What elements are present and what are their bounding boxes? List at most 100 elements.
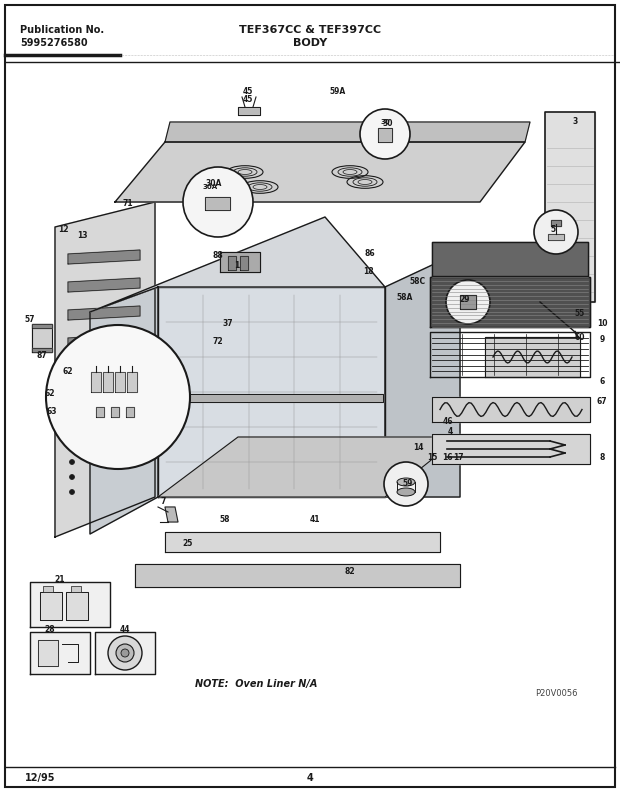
Circle shape (69, 489, 74, 494)
Polygon shape (430, 277, 590, 327)
Text: 7: 7 (161, 497, 166, 507)
Polygon shape (68, 418, 140, 432)
Polygon shape (158, 437, 460, 497)
Polygon shape (90, 217, 385, 312)
Polygon shape (162, 394, 383, 402)
Text: 17: 17 (453, 452, 463, 462)
Polygon shape (30, 632, 90, 674)
Circle shape (360, 109, 410, 159)
Polygon shape (238, 107, 260, 115)
Polygon shape (165, 507, 178, 522)
Text: 13: 13 (77, 231, 87, 241)
Polygon shape (165, 532, 440, 552)
Polygon shape (32, 348, 52, 352)
Ellipse shape (397, 488, 415, 496)
Text: BODY: BODY (293, 38, 327, 48)
Ellipse shape (397, 478, 415, 486)
Text: 18: 18 (363, 268, 373, 276)
Text: 58: 58 (219, 516, 230, 524)
Polygon shape (68, 390, 140, 404)
Polygon shape (205, 197, 230, 210)
Text: 58C: 58C (410, 277, 426, 287)
Text: 55: 55 (575, 310, 585, 318)
Text: 3: 3 (572, 117, 578, 127)
Text: 62: 62 (63, 367, 73, 376)
Polygon shape (115, 372, 125, 392)
Polygon shape (240, 256, 248, 270)
Polygon shape (115, 142, 525, 202)
Polygon shape (55, 202, 155, 537)
Circle shape (69, 474, 74, 479)
Polygon shape (66, 592, 88, 620)
Text: P20V0056: P20V0056 (534, 690, 577, 699)
Polygon shape (40, 592, 62, 620)
Text: 12: 12 (58, 224, 68, 234)
Text: NOTE:  Oven Liner N/A: NOTE: Oven Liner N/A (195, 679, 317, 689)
Polygon shape (68, 306, 140, 320)
Polygon shape (460, 295, 476, 309)
Polygon shape (96, 407, 104, 417)
Text: 8: 8 (600, 452, 604, 462)
Polygon shape (432, 434, 590, 464)
Text: 16: 16 (441, 452, 452, 462)
Text: 57: 57 (25, 315, 35, 325)
Text: 41: 41 (310, 516, 321, 524)
Polygon shape (551, 220, 561, 226)
Text: 37: 37 (223, 319, 233, 329)
Polygon shape (432, 242, 588, 276)
Text: 12/95: 12/95 (25, 773, 56, 783)
Text: 30: 30 (383, 120, 393, 128)
Polygon shape (548, 234, 564, 240)
Polygon shape (545, 112, 595, 302)
Polygon shape (91, 372, 101, 392)
Polygon shape (135, 564, 460, 587)
Polygon shape (68, 278, 140, 292)
Circle shape (116, 644, 134, 662)
Text: 82: 82 (345, 568, 355, 577)
Text: 46: 46 (443, 417, 453, 427)
Polygon shape (111, 407, 119, 417)
Text: 21: 21 (55, 576, 65, 584)
Text: 45: 45 (243, 87, 253, 97)
Polygon shape (68, 334, 140, 348)
Text: 67: 67 (596, 398, 608, 406)
Polygon shape (228, 256, 236, 270)
Circle shape (446, 280, 490, 324)
Polygon shape (32, 324, 52, 352)
Text: 30A: 30A (206, 180, 222, 188)
Text: 59: 59 (403, 479, 413, 489)
Text: 88: 88 (213, 250, 223, 260)
Text: 28: 28 (45, 626, 55, 634)
Text: 86: 86 (365, 249, 375, 258)
Circle shape (69, 444, 74, 450)
Polygon shape (165, 122, 530, 142)
Text: 87: 87 (37, 351, 47, 360)
Text: 62: 62 (45, 390, 55, 398)
Circle shape (69, 459, 74, 464)
Text: 29: 29 (460, 295, 470, 304)
Bar (43, 586, 53, 592)
Polygon shape (68, 250, 140, 264)
Polygon shape (95, 632, 155, 674)
Polygon shape (38, 640, 58, 666)
Text: 30A: 30A (203, 184, 218, 190)
Text: 1: 1 (234, 261, 239, 269)
Text: TEF367CC & TEF397CC: TEF367CC & TEF397CC (239, 25, 381, 35)
Polygon shape (90, 287, 158, 534)
Text: Publication No.: Publication No. (20, 25, 104, 35)
Text: 30: 30 (380, 119, 390, 125)
Text: 45: 45 (243, 96, 253, 105)
Polygon shape (127, 372, 137, 392)
Text: 59A: 59A (330, 87, 346, 97)
Text: 25: 25 (183, 539, 193, 549)
Circle shape (384, 462, 428, 506)
Circle shape (46, 325, 190, 469)
Text: 15: 15 (427, 452, 437, 462)
Text: 5995276580: 5995276580 (20, 38, 87, 48)
Polygon shape (32, 324, 52, 328)
Text: 5: 5 (551, 226, 556, 234)
Circle shape (108, 636, 142, 670)
Text: 4: 4 (307, 773, 313, 783)
Polygon shape (378, 128, 392, 142)
Polygon shape (30, 582, 110, 627)
